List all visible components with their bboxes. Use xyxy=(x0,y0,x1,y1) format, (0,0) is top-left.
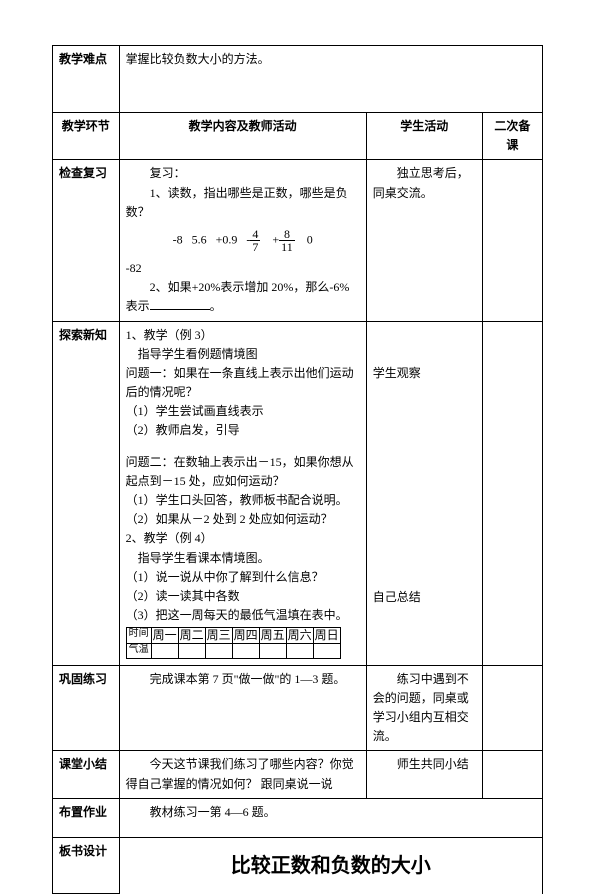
spacer xyxy=(126,441,360,453)
label-review: 检查复习 xyxy=(53,160,120,321)
student-review-text: 独立思考后，同桌交流。 xyxy=(373,164,476,202)
week-d3: 周三 xyxy=(205,628,232,643)
num-e-num: 8 xyxy=(279,228,295,241)
ex-p11: （1）说一说从中你了解到什么信息？ xyxy=(126,568,360,587)
row-difficulty: 教学难点 掌握比较负数大小的方法。 xyxy=(53,46,543,113)
ex-p13: （3）把这一周每天的最低气温填在表中。 xyxy=(126,606,360,625)
review-l2: 1、读数，指出哪些是正数，哪些是负数？ xyxy=(126,184,360,222)
ex-p6: 问题二：在数轴上表示出－15，如果你想从起点到－15 处，应如何运动？ xyxy=(126,453,360,491)
review-blank xyxy=(150,299,210,311)
week-d5: 周五 xyxy=(259,628,286,643)
student-summary: 师生共同小结 xyxy=(366,751,482,798)
student-practice-text: 练习中遇到不会的问题，同桌或学习小组内互相交流。 xyxy=(373,670,476,747)
row-summary: 课堂小结 今天这节课我们练习了哪些内容？你觉得自己掌握的情况如何？ 跟同桌说一说… xyxy=(53,751,543,798)
review-l3: 2、如果+20%表示增加 20%，那么-6%表示。 xyxy=(126,278,360,316)
week-t7 xyxy=(313,643,340,658)
num-d-den: 7 xyxy=(250,241,260,253)
num-e-frac: 811 xyxy=(279,228,295,253)
spacer2 xyxy=(373,326,476,364)
review-numbers: -8 5.6 +0.9 -47 +811 0 xyxy=(126,222,360,259)
label-practice: 巩固练习 xyxy=(53,665,120,751)
notes-practice xyxy=(482,665,542,751)
num-g: -82 xyxy=(126,259,360,278)
student-explore-2: 自己总结 xyxy=(373,588,476,607)
spacer3 xyxy=(373,383,476,588)
ex-p8: （2）如果从－2 处到 2 处应如何运动？ xyxy=(126,510,360,529)
ex-p9: 2、教学（例 4） xyxy=(126,529,360,548)
page: 教学难点 掌握比较负数大小的方法。 教学环节 教学内容及教师活动 学生活动 二次… xyxy=(0,0,595,842)
week-d1: 周一 xyxy=(151,628,178,643)
week-t6 xyxy=(286,643,313,658)
row-review: 检查复习 复习： 1、读数，指出哪些是正数，哪些是负数？ -8 5.6 +0.9… xyxy=(53,160,543,321)
content-summary: 今天这节课我们练习了哪些内容？你觉得自己掌握的情况如何？ 跟同桌说一说 xyxy=(119,751,366,798)
content-board: 比较正数和负数的大小 xyxy=(119,837,542,894)
board-title: 比较正数和负数的大小 xyxy=(126,842,536,890)
ex-p3: 问题一：如果在一条直线上表示出他们运动后的情况呢？ xyxy=(126,364,360,402)
label-difficulty: 教学难点 xyxy=(53,46,120,113)
student-explore: 学生观察 自己总结 xyxy=(366,321,482,665)
content-explore: 1、教学（例 3） 指导学生看例题情境图 问题一：如果在一条直线上表示出他们运动… xyxy=(119,321,366,665)
student-summary-text: 师生共同小结 xyxy=(373,755,476,774)
label-homework: 布置作业 xyxy=(53,798,120,837)
hdr-student: 学生活动 xyxy=(366,113,482,160)
week-t4 xyxy=(232,643,259,658)
content-practice: 完成课本第 7 页"做一做"的 1—3 题。 xyxy=(119,665,366,751)
week-table: 时间 周一 周二 周三 周四 周五 周六 周日 气温 xyxy=(126,627,341,658)
week-d6: 周六 xyxy=(286,628,313,643)
row-board: 板书设计 比较正数和负数的大小 xyxy=(53,837,543,894)
summary-text: 今天这节课我们练习了哪些内容？你觉得自己掌握的情况如何？ 跟同桌说一说 xyxy=(126,755,360,793)
row-homework: 布置作业 教材练习一第 4—6 题。 xyxy=(53,798,543,837)
ex-p2: 指导学生看例题情境图 xyxy=(126,345,360,364)
ex-p12: （2）读一读其中各数 xyxy=(126,587,360,606)
week-d7: 周日 xyxy=(313,628,340,643)
content-homework: 教材练习一第 4—6 题。 xyxy=(119,798,542,837)
num-d-frac: 47 xyxy=(250,228,260,253)
week-t2 xyxy=(178,643,205,658)
row-header: 教学环节 教学内容及教师活动 学生活动 二次备课 xyxy=(53,113,543,160)
student-review: 独立思考后，同桌交流。 xyxy=(366,160,482,321)
week-row-temp: 气温 xyxy=(126,643,340,658)
student-explore-1: 学生观察 xyxy=(373,364,476,383)
week-row-time: 时间 周一 周二 周三 周四 周五 周六 周日 xyxy=(126,628,340,643)
text-difficulty: 掌握比较负数大小的方法。 xyxy=(119,46,542,113)
num-a: -8 xyxy=(173,232,183,246)
label-summary: 课堂小结 xyxy=(53,751,120,798)
notes-explore xyxy=(482,321,542,665)
week-t1 xyxy=(151,643,178,658)
notes-summary xyxy=(482,751,542,798)
student-practice: 练习中遇到不会的问题，同桌或学习小组内互相交流。 xyxy=(366,665,482,751)
label-board: 板书设计 xyxy=(53,837,120,894)
row-explore: 探索新知 1、教学（例 3） 指导学生看例题情境图 问题一：如果在一条直线上表示… xyxy=(53,321,543,665)
hdr-content: 教学内容及教师活动 xyxy=(119,113,366,160)
label-explore: 探索新知 xyxy=(53,321,120,665)
week-temp-label: 气温 xyxy=(126,643,151,658)
homework-text: 教材练习一第 4—6 题。 xyxy=(126,803,536,822)
ex-p7: （1）学生口头回答，教师板书配合说明。 xyxy=(126,491,360,510)
ex-p10: 指导学生看课本情境图。 xyxy=(126,549,360,568)
notes-review xyxy=(482,160,542,321)
num-e-den: 11 xyxy=(279,241,295,253)
content-review: 复习： 1、读数，指出哪些是正数，哪些是负数？ -8 5.6 +0.9 -47 … xyxy=(119,160,366,321)
review-l1: 复习： xyxy=(126,164,360,183)
num-f: 0 xyxy=(307,232,313,246)
hdr-stage: 教学环节 xyxy=(53,113,120,160)
week-t3 xyxy=(205,643,232,658)
hdr-notes: 二次备课 xyxy=(482,113,542,160)
ex-p1: 1、教学（例 3） xyxy=(126,326,360,345)
ex-p4: （1）学生尝试画直线表示 xyxy=(126,402,360,421)
practice-text: 完成课本第 7 页"做一做"的 1—3 题。 xyxy=(126,670,360,689)
week-time-label: 时间 xyxy=(126,628,151,643)
lesson-plan-table: 教学难点 掌握比较负数大小的方法。 教学环节 教学内容及教师活动 学生活动 二次… xyxy=(52,45,543,894)
row-practice: 巩固练习 完成课本第 7 页"做一做"的 1—3 题。 练习中遇到不会的问题，同… xyxy=(53,665,543,751)
week-t5 xyxy=(259,643,286,658)
num-d-num: 4 xyxy=(250,228,260,241)
num-b: 5.6 xyxy=(192,232,207,246)
num-e-sign: + xyxy=(272,232,279,246)
review-l4: 。 xyxy=(210,299,222,313)
num-c: +0.9 xyxy=(216,232,238,246)
week-d4: 周四 xyxy=(232,628,259,643)
ex-p5: （2）教师启发，引导 xyxy=(126,421,360,440)
week-d2: 周二 xyxy=(178,628,205,643)
